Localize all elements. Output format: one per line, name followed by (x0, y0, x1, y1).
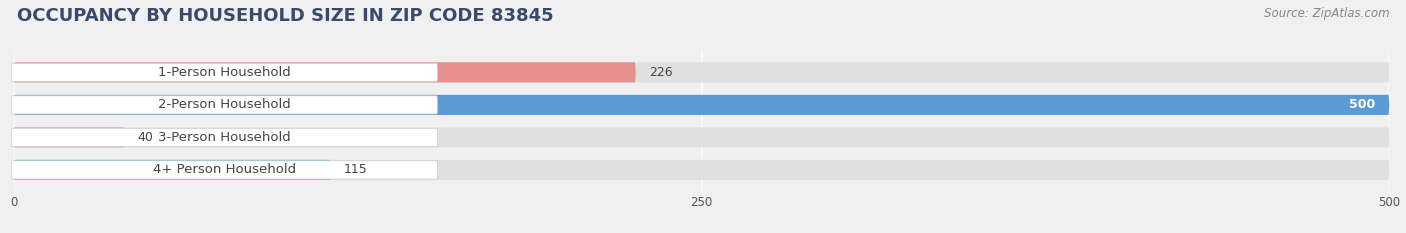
Text: Source: ZipAtlas.com: Source: ZipAtlas.com (1264, 7, 1389, 20)
FancyBboxPatch shape (14, 95, 1389, 115)
FancyBboxPatch shape (14, 127, 1389, 147)
Text: 1-Person Household: 1-Person Household (157, 66, 291, 79)
Text: 115: 115 (344, 163, 368, 176)
Text: 4+ Person Household: 4+ Person Household (153, 163, 297, 176)
FancyBboxPatch shape (14, 160, 1389, 180)
Text: 500: 500 (1350, 98, 1375, 111)
Text: 226: 226 (650, 66, 673, 79)
Text: OCCUPANCY BY HOUSEHOLD SIZE IN ZIP CODE 83845: OCCUPANCY BY HOUSEHOLD SIZE IN ZIP CODE … (17, 7, 554, 25)
FancyBboxPatch shape (11, 63, 437, 82)
FancyBboxPatch shape (14, 62, 1389, 82)
FancyBboxPatch shape (14, 160, 330, 180)
FancyBboxPatch shape (14, 95, 1389, 115)
FancyBboxPatch shape (14, 62, 636, 82)
FancyBboxPatch shape (11, 128, 437, 147)
FancyBboxPatch shape (11, 161, 437, 179)
FancyBboxPatch shape (11, 96, 437, 114)
Text: 2-Person Household: 2-Person Household (157, 98, 291, 111)
Text: 3-Person Household: 3-Person Household (157, 131, 291, 144)
Text: 40: 40 (138, 131, 153, 144)
FancyBboxPatch shape (14, 127, 124, 147)
